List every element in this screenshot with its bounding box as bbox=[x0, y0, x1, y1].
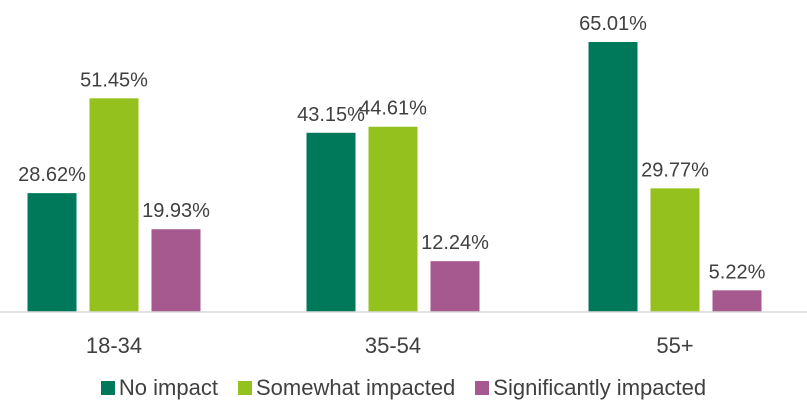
value-label-somewhat-impacted-35-54: 44.61% bbox=[359, 98, 427, 120]
legend: No impact Somewhat impacted Significantl… bbox=[0, 366, 807, 410]
bar-somewhat-impacted-55- bbox=[650, 188, 700, 312]
value-labels-group: 28.62% 51.45% 19.93% 43.15%44.61% 12.24% 65.0… bbox=[18, 13, 765, 283]
category-label-55-: 55+ bbox=[656, 333, 693, 358]
value-label-no-impact-18-34: 28.62% bbox=[18, 164, 86, 186]
value-label-significantly-impacted-18-34: 19.93% bbox=[142, 200, 210, 222]
bar-significantly-impacted-18-34 bbox=[151, 229, 201, 312]
value-label-somewhat-impacted-55-: 29.77% bbox=[641, 159, 709, 181]
category-label-35-54: 35-54 bbox=[365, 333, 421, 358]
legend-label-no-impact: No impact bbox=[118, 375, 218, 400]
bar-no-impact-55- bbox=[588, 42, 638, 312]
legend-item-significantly-impacted: Significantly impacted bbox=[475, 375, 706, 401]
bar-significantly-impacted-35-54 bbox=[430, 261, 480, 312]
category-label-18-34: 18-34 bbox=[86, 333, 142, 358]
legend-item-no-impact: No impact bbox=[100, 375, 218, 401]
legend-swatch-no-impact bbox=[100, 381, 115, 395]
legend-item-somewhat-impacted: Somewhat impacted bbox=[237, 375, 456, 401]
legend-swatch-significantly-impacted bbox=[475, 381, 490, 395]
value-label-significantly-impacted-55-: 5.22% bbox=[709, 261, 766, 283]
legend-swatch-somewhat-impacted bbox=[237, 381, 252, 395]
value-label-significantly-impacted-35-54: 12.24% bbox=[421, 232, 489, 254]
bar-chart: 28.62% 51.45% 19.93% 43.15%44.61% 12.24% 65.0… bbox=[0, 13, 807, 358]
category-labels-group: 18-34 35-54 55+ bbox=[86, 333, 694, 358]
bar-no-impact-35-54 bbox=[306, 132, 356, 312]
legend-label-significantly-impacted: Significantly impacted bbox=[493, 375, 707, 400]
bar-somewhat-impacted-18-34 bbox=[89, 98, 139, 312]
bar-somewhat-impacted-35-54 bbox=[368, 126, 418, 312]
legend-label-somewhat-impacted: Somewhat impacted bbox=[255, 375, 456, 400]
value-label-no-impact-55-: 65.01% bbox=[579, 13, 647, 35]
bar-significantly-impacted-55- bbox=[712, 290, 762, 312]
bars-group bbox=[27, 42, 762, 312]
bar-no-impact-18-34 bbox=[27, 193, 77, 312]
value-label-no-impact-35-54: 43.15% bbox=[297, 104, 365, 126]
value-label-somewhat-impacted-18-34: 51.45% bbox=[80, 69, 148, 91]
